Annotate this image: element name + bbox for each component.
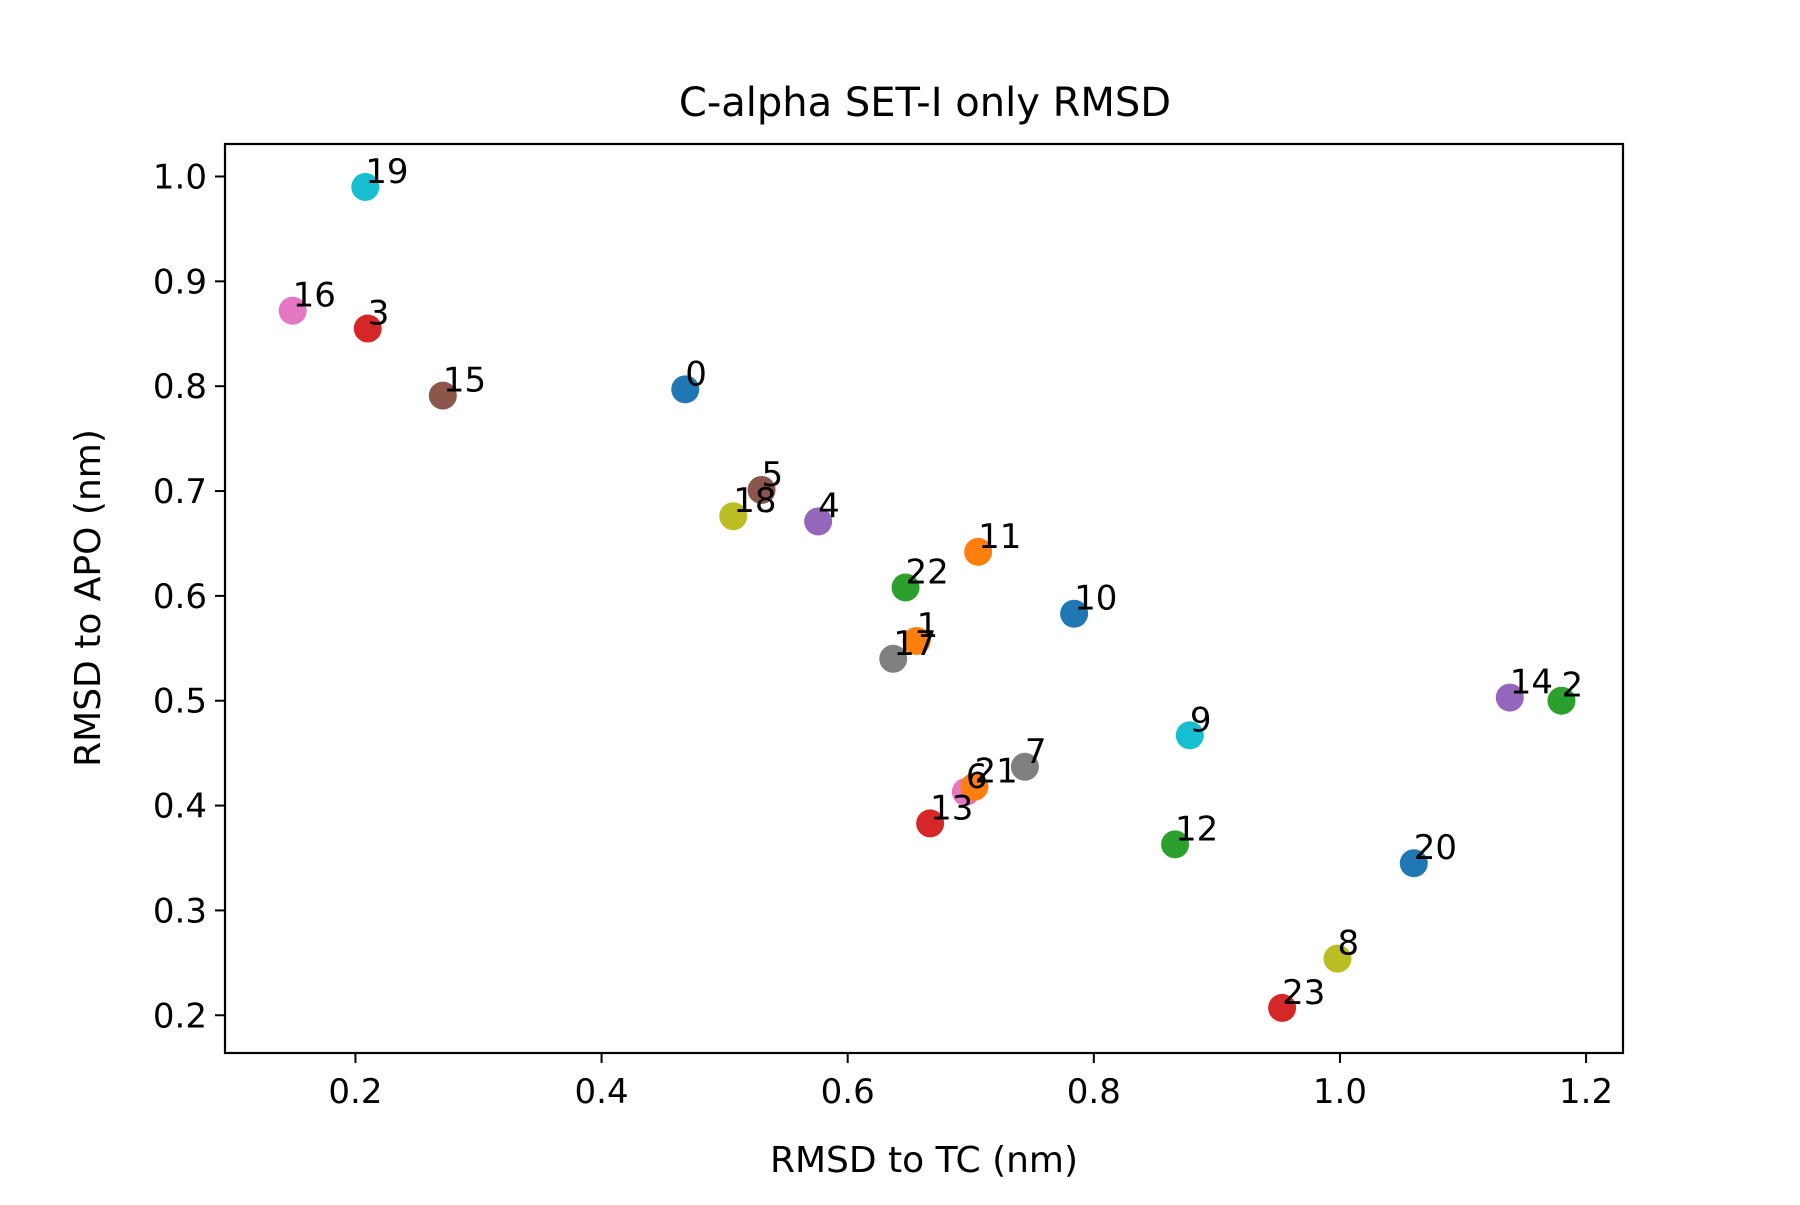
scatter-point [278,296,307,325]
chart-title: C-alpha SET-I only RMSD [679,80,1171,126]
scatter-point [1268,993,1297,1022]
scatter-point [1399,849,1428,878]
point-label: 15 [443,361,486,401]
scatter-point [1495,683,1524,712]
point-label: 8 [1337,924,1359,964]
x-tick-label: 0.8 [1067,1072,1121,1112]
scatter-point [1010,752,1039,781]
x-tick-label: 0.2 [328,1072,382,1112]
scatter-point [1175,721,1204,750]
point-label: 0 [685,354,707,394]
x-tick-label: 0.6 [821,1072,875,1112]
point-label: 11 [978,517,1021,557]
point-label: 10 [1074,579,1117,619]
point-label: 7 [1025,732,1047,772]
scatter-point [960,772,989,801]
y-tick-label: 0.6 [153,577,207,617]
y-tick-label: 0.3 [153,891,207,931]
scatter-point [351,172,380,201]
point-label: 13 [930,788,973,828]
y-tick-label: 0.9 [153,262,207,302]
scatter-point [804,507,833,536]
scatter-point [891,573,920,602]
x-axis-label: RMSD to TC (nm) [770,1140,1078,1181]
x-tick-label: 1.0 [1313,1072,1367,1112]
y-axis-ticks: 0.2 0.3 0.4 0.5 0.6 0.7 0.8 0.9 1.0 [153,158,225,1036]
scatter-point [1547,686,1576,715]
scatter-point [353,314,382,343]
point-label: 21 [974,752,1017,792]
point-label: 18 [733,481,776,521]
point-label: 20 [1414,828,1457,868]
scatter-point [1323,944,1352,973]
y-tick-label: 0.7 [153,472,207,512]
x-tick-label: 1.2 [1559,1072,1613,1112]
point-label: 22 [906,552,949,592]
y-tick-label: 1.0 [153,158,207,198]
scatter-point [916,809,945,838]
y-tick-label: 0.8 [153,367,207,407]
scatter-point [671,375,700,404]
points-layer [278,172,1576,1022]
scatter-point [1161,830,1190,859]
point-label: 17 [893,624,936,664]
scatter-point [747,475,776,504]
y-tick-label: 0.4 [153,787,207,827]
scatter-point [719,502,748,531]
y-tick-label: 0.2 [153,996,207,1036]
scatter-point [902,626,931,655]
point-label: 19 [365,152,408,192]
point-label: 3 [368,294,390,334]
scatter-point [879,644,908,673]
point-label: 4 [818,486,840,526]
point-label: 5 [762,455,784,495]
point-label: 14 [1510,663,1553,703]
x-axis-ticks: 0.2 0.4 0.6 0.8 1.0 1.2 [328,1053,1613,1112]
x-tick-label: 0.4 [575,1072,629,1112]
scatter-point [428,381,457,410]
point-label: 6 [966,757,988,797]
point-label: 23 [1282,973,1325,1013]
point-label: 2 [1561,666,1583,706]
plot-area-frame [223,142,1625,1055]
point-label: 16 [293,276,336,316]
scatter-point [1060,599,1089,628]
point-label: 1 [917,606,939,646]
scatter-point [964,537,993,566]
point-label: 12 [1175,809,1218,849]
y-axis-label: RMSD to APO (nm) [68,429,109,767]
y-tick-label: 0.5 [153,682,207,722]
point-label: 9 [1190,700,1212,740]
